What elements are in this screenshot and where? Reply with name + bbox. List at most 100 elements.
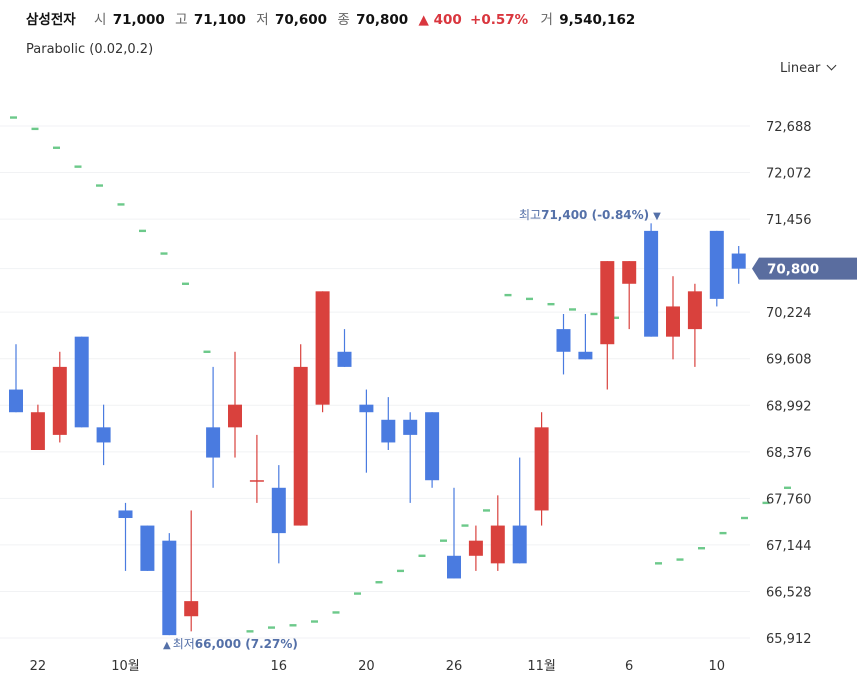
open-label: 시	[93, 12, 107, 28]
y-tick-label: 69,608	[766, 353, 812, 368]
x-tick-label: 22	[30, 659, 47, 674]
current-price-text: 70,800	[767, 262, 819, 278]
sar-point	[461, 524, 469, 527]
x-tick-label: 10	[709, 659, 726, 674]
candle-series	[9, 223, 746, 636]
candle-body	[337, 351, 352, 367]
low-value: 70,600	[274, 12, 328, 28]
sar-point	[569, 308, 576, 311]
candle-body	[140, 525, 155, 571]
candle-body	[162, 540, 177, 636]
sar-point	[375, 581, 383, 584]
sar-point	[547, 302, 555, 306]
sar-point	[612, 316, 619, 319]
change-percent: +0.57%	[470, 12, 529, 28]
candle-body	[228, 404, 242, 428]
high-label: 고	[175, 12, 188, 28]
candle-body	[425, 412, 440, 481]
candle-body	[447, 555, 461, 579]
open-value: 71,000	[112, 12, 165, 28]
sar-point	[10, 116, 17, 119]
sar-point	[784, 486, 791, 489]
volume-label: 거	[540, 12, 553, 28]
sar-point	[182, 282, 189, 285]
candle-body	[578, 351, 593, 360]
candle-body	[249, 480, 264, 482]
stock-name: 삼성전자	[26, 12, 76, 28]
high-annotation: 최고71,400 (-0.84%) ▼	[519, 208, 661, 222]
scale-dropdown[interactable]: Linear	[780, 60, 837, 76]
sar-point	[96, 184, 103, 187]
high-value: 71,100	[193, 12, 246, 28]
y-tick-label: 68,992	[766, 399, 812, 414]
sar-point	[53, 146, 60, 149]
sar-point	[655, 562, 662, 565]
candle-body	[600, 261, 615, 345]
sar-point	[676, 558, 684, 561]
change-value: ▲ 400	[418, 12, 462, 28]
current-price-tag: 70,800	[752, 257, 857, 280]
sar-point	[504, 293, 512, 297]
sar-point	[741, 516, 748, 520]
candle-body	[315, 291, 330, 405]
x-tick-label: 10월	[111, 659, 140, 674]
sar-point	[311, 620, 318, 623]
y-tick-label: 66,528	[766, 585, 812, 600]
x-tick-label: 26	[446, 659, 463, 674]
sar-point	[31, 127, 39, 131]
candle-body	[206, 427, 221, 458]
candle-body	[512, 525, 527, 564]
x-tick-label: 16	[271, 659, 288, 674]
parabolic-sar-series	[10, 116, 791, 633]
candle-body	[556, 329, 571, 352]
sar-point	[246, 630, 254, 633]
x-tick-label: 20	[358, 659, 375, 674]
candle-body	[666, 306, 680, 337]
candle-body	[403, 419, 418, 435]
x-axis: 22 10월 16 20 26 11월 6 10	[30, 659, 725, 674]
sar-point	[440, 539, 447, 542]
x-tick-label: 11월	[527, 659, 556, 674]
sar-point	[590, 312, 598, 316]
low-annotation: ▲ 최저66,000 (7.27%)	[163, 637, 298, 651]
sar-point	[526, 297, 533, 301]
x-tick-label: 6	[625, 659, 633, 674]
candle-body	[468, 540, 483, 556]
candle-body	[118, 510, 133, 519]
quote-header: 삼성전자 시 71,000 고 71,100 저 70,600 종 70,800…	[26, 8, 641, 28]
close-label: 종	[337, 12, 350, 28]
candle-body	[293, 366, 308, 526]
y-tick-label: 72,688	[766, 120, 812, 135]
candle-body	[381, 419, 396, 443]
sar-point	[289, 624, 297, 627]
candle-body	[622, 261, 637, 284]
grid-lines	[0, 125, 750, 639]
sar-point	[698, 547, 705, 550]
candle-body	[731, 253, 746, 269]
candle-body	[74, 336, 89, 428]
scale-mode-label: Linear	[780, 61, 821, 76]
y-tick-label: 72,072	[766, 167, 812, 182]
candle-body	[534, 427, 549, 511]
candle-body	[30, 412, 45, 451]
sar-point	[332, 611, 340, 614]
candle-body	[184, 601, 199, 617]
indicator-label[interactable]: Parabolic (0.02,0.2)	[26, 42, 154, 57]
sar-point	[139, 229, 146, 233]
sar-point	[762, 501, 770, 505]
sar-point	[483, 509, 490, 512]
candle-body	[359, 404, 374, 413]
sar-point	[74, 165, 82, 168]
candle-body	[96, 427, 111, 443]
candle-body	[9, 389, 23, 413]
candle-body	[687, 291, 702, 330]
sar-point	[203, 350, 211, 353]
y-tick-label: 70,224	[766, 306, 812, 321]
sar-point	[418, 554, 426, 557]
sar-point	[160, 252, 168, 255]
sar-point	[268, 626, 275, 629]
sar-point	[354, 592, 361, 595]
candle-body	[644, 230, 659, 337]
candle-body	[271, 487, 286, 534]
